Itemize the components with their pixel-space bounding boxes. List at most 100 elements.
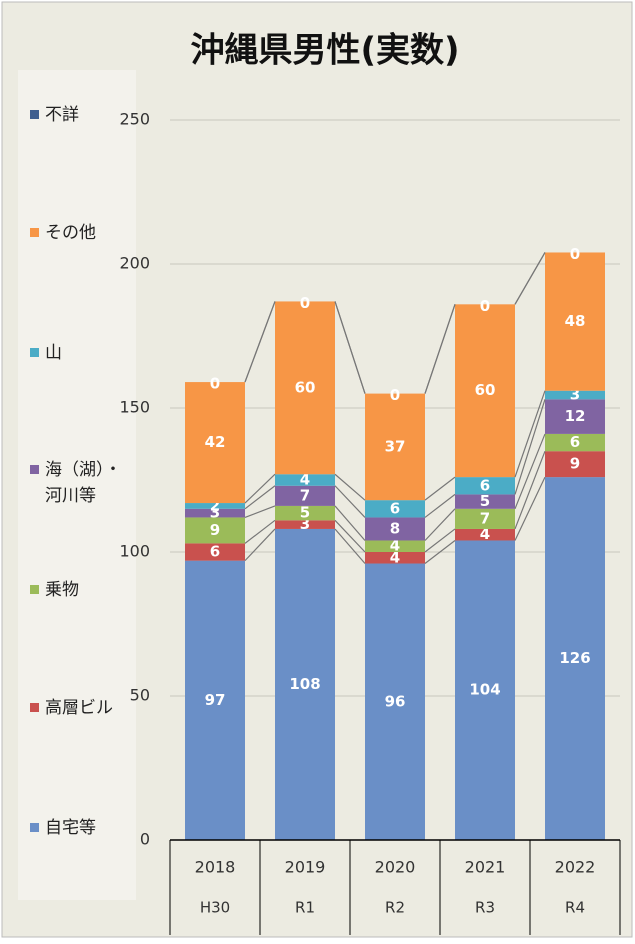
series-connector [244,528,276,562]
bar-segment [185,543,245,561]
bar-segment [545,433,605,452]
series-connector [334,485,366,518]
y-tick-label: 150 [119,398,150,417]
bar-segment [365,563,425,840]
series-connector [334,301,366,394]
data-label: 4 [300,471,310,489]
series-connector [514,450,546,530]
bar-segment [275,528,335,840]
bar-segment [185,517,245,544]
data-label: 104 [469,681,500,699]
x-tick-label: 2019 [285,858,326,877]
bar-segment [365,540,425,552]
data-label: 7 [480,509,490,527]
legend-label: 高層ビル [45,698,113,718]
bar-segment [365,517,425,541]
series-connector [424,540,456,564]
series-connector [424,304,456,394]
series-connector [514,476,546,541]
data-label: 4 [390,548,400,566]
bar-segment [545,477,605,840]
data-label: 9 [570,455,580,473]
legend-panel [18,70,136,900]
y-tick-label: 0 [140,830,150,849]
bar-segment [275,474,335,486]
legend-swatch [30,110,39,119]
legend-swatch [30,585,39,594]
y-tick-label: 250 [119,110,150,129]
data-label: 8 [390,519,400,537]
series-connector [424,493,456,518]
data-label: 9 [210,521,220,539]
data-label: 108 [289,675,320,693]
y-tick-label: 100 [119,542,150,561]
bar-segment [455,304,515,478]
data-label: 4 [390,537,400,555]
legend-label: 自宅等 [45,818,96,838]
series-connector [334,505,366,541]
bar-segment [185,560,245,840]
data-label: 48 [565,312,586,330]
data-label: 12 [565,407,586,425]
bar-segment [455,508,515,529]
bar-segment [455,540,515,840]
bar-segment [275,505,335,521]
data-label: 5 [300,504,310,522]
bar-segment [275,485,335,506]
series-connector [334,519,366,553]
data-label: 3 [300,515,310,533]
series-connector [244,301,276,383]
x-tick-label: 2020 [375,858,416,877]
data-label: 0 [390,386,400,404]
data-label: 37 [385,437,406,455]
legend-label: 山 [45,343,62,363]
series-connector [514,433,546,510]
bar-segment [545,390,605,400]
data-label: 6 [390,499,400,517]
series-connector [424,508,456,541]
bar-segment [455,477,515,495]
data-label: 60 [475,381,496,399]
bar-segment [185,508,245,518]
x-era-label: R2 [385,899,405,917]
data-label: 0 [210,375,220,393]
bar-segment [545,399,605,434]
data-label: 7 [300,486,310,504]
y-tick-label: 50 [130,686,150,705]
y-tick-label: 200 [119,254,150,273]
x-era-label: R3 [475,899,495,917]
legend-swatch [30,228,39,237]
x-tick-label: 2018 [195,858,236,877]
bar-segment [185,382,245,504]
bar-segment [275,301,335,475]
data-label: 5 [480,492,490,510]
data-label: 2 [210,496,220,514]
bar-segment [365,393,425,501]
bar-segment [275,520,335,529]
series-connector [334,528,366,564]
x-era-label: R4 [565,899,585,917]
series-connector [244,485,276,510]
legend-label: 不詳 [45,105,79,125]
legend-label: 乗物 [45,580,79,600]
series-connector [244,519,276,544]
series-connector [334,473,366,501]
series-connector [514,390,546,478]
x-tick-label: 2021 [465,858,506,877]
legend-swatch [30,703,39,712]
series-connector [514,399,546,495]
data-label: 97 [205,691,226,709]
bar-segment [185,503,245,509]
series-connector [424,528,456,553]
series-connector [244,505,276,519]
x-era-label: R1 [295,899,315,917]
bar-segment [365,552,425,564]
bar-segment [455,528,515,541]
legend-swatch [30,465,39,474]
x-tick-label: 2022 [555,858,596,877]
bar-segment [545,252,605,391]
bar-segment [455,494,515,509]
data-label: 3 [570,386,580,404]
bar-segment [365,500,425,518]
